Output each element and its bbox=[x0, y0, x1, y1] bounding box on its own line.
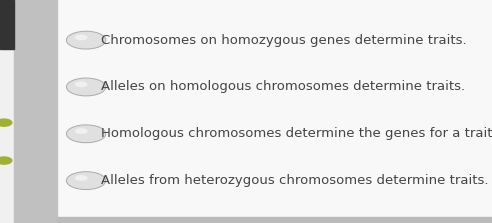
Text: Chromosomes on homozygous genes determine traits.: Chromosomes on homozygous genes determin… bbox=[101, 34, 466, 47]
Bar bbox=[0, 0, 14, 49]
Circle shape bbox=[0, 119, 12, 126]
Circle shape bbox=[66, 125, 106, 143]
Text: Alleles on homologous chromosomes determine traits.: Alleles on homologous chromosomes determ… bbox=[101, 81, 465, 93]
Circle shape bbox=[66, 78, 106, 96]
Bar bbox=[14, 0, 57, 223]
Bar bbox=[57, 0, 492, 223]
Circle shape bbox=[75, 128, 88, 134]
Circle shape bbox=[75, 175, 88, 181]
Circle shape bbox=[75, 81, 88, 87]
Circle shape bbox=[0, 157, 12, 164]
Bar bbox=[57, 217, 492, 223]
Text: Alleles from heterozygous chromosomes determine traits.: Alleles from heterozygous chromosomes de… bbox=[101, 174, 489, 187]
Circle shape bbox=[66, 31, 106, 49]
Circle shape bbox=[75, 35, 88, 40]
Text: Homologous chromosomes determine the genes for a trait.: Homologous chromosomes determine the gen… bbox=[101, 127, 492, 140]
Circle shape bbox=[66, 172, 106, 190]
